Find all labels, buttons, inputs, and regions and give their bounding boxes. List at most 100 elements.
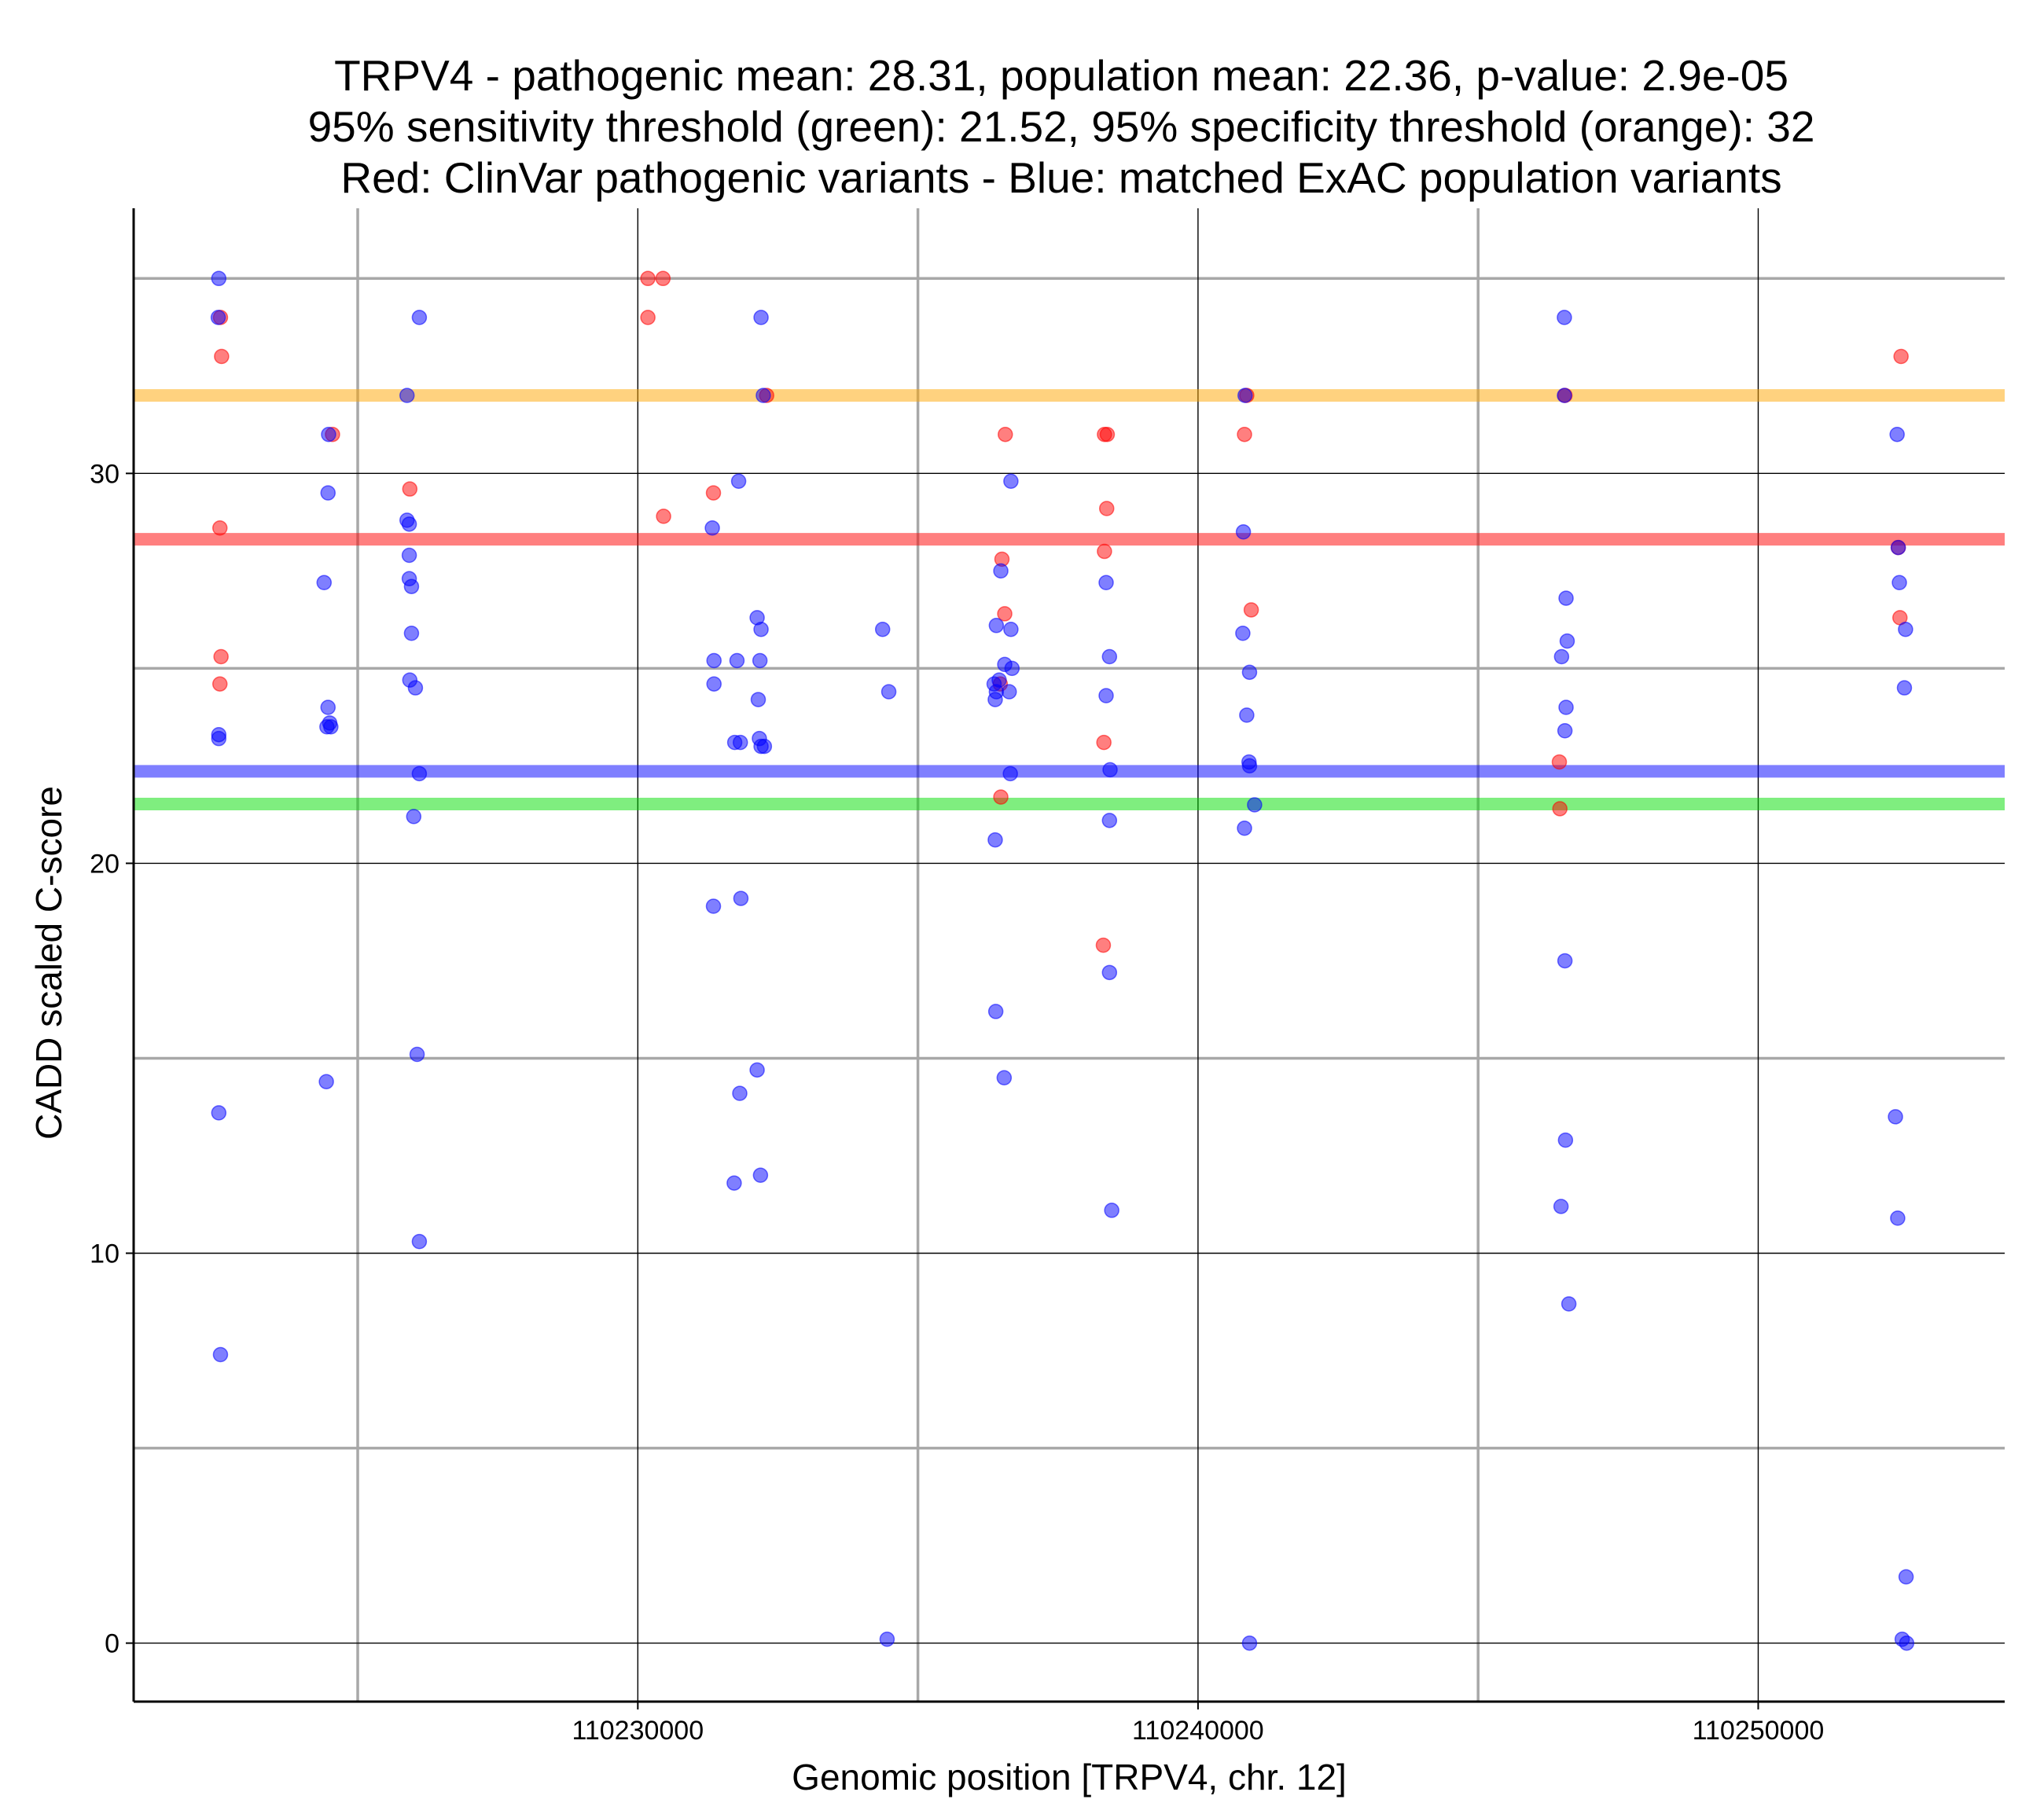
population-point xyxy=(1241,664,1258,681)
population-point xyxy=(1559,633,1575,649)
population-point xyxy=(1241,1635,1258,1651)
population-point xyxy=(1004,660,1020,677)
population-point xyxy=(755,387,771,403)
chart-title-line-3: Red: ClinVar pathogenic variants - Blue:… xyxy=(340,153,1781,202)
x-axis-title: Genomic position [TRPV4, chr. 12] xyxy=(792,1757,1347,1797)
population-point xyxy=(1899,1635,1915,1651)
population-point xyxy=(987,832,1003,848)
pathogenic-point xyxy=(655,270,671,287)
population-point xyxy=(749,1062,765,1078)
pathogenic-point xyxy=(1096,734,1112,751)
population-point xyxy=(1898,622,1913,637)
x-tick-label: 110250000 xyxy=(1693,1716,1825,1746)
population-point xyxy=(211,270,227,287)
population-point xyxy=(1557,1132,1574,1148)
population-point xyxy=(411,310,428,325)
population-point xyxy=(407,680,424,696)
population-point xyxy=(705,898,722,914)
pathogenic-point xyxy=(993,789,1009,805)
population-point xyxy=(874,622,891,637)
population-point xyxy=(403,578,420,594)
population-point xyxy=(704,520,720,536)
population-point xyxy=(1898,1569,1914,1585)
population-point xyxy=(1002,684,1017,700)
population-point xyxy=(399,387,415,403)
population-point xyxy=(993,563,1009,579)
y-tick-label: 20 xyxy=(90,849,119,879)
y-axis-title: CADD scaled C-score xyxy=(28,786,69,1140)
population-point xyxy=(1557,953,1573,969)
pathogenic-point xyxy=(998,426,1013,442)
population-point xyxy=(409,1046,425,1063)
population-point xyxy=(1002,766,1018,782)
population-point xyxy=(1561,1296,1577,1312)
population-point xyxy=(706,652,722,669)
population-point xyxy=(750,692,766,707)
pathogenic-point xyxy=(211,520,228,536)
population-point xyxy=(1102,762,1118,778)
population-point xyxy=(729,652,745,669)
population-point xyxy=(726,1175,742,1191)
population-point xyxy=(320,700,336,715)
pathogenic-point xyxy=(1552,801,1568,817)
population-point xyxy=(1101,964,1118,981)
population-point xyxy=(1558,590,1574,606)
pathogenic-point xyxy=(214,348,230,365)
pathogenic-point xyxy=(1237,426,1252,442)
y-tick-label: 10 xyxy=(90,1239,119,1269)
population-point xyxy=(1003,473,1019,490)
x-tick-label: 110240000 xyxy=(1132,1716,1264,1746)
pathogenic-point xyxy=(213,648,229,665)
population-point xyxy=(411,766,428,782)
pathogenic-point xyxy=(1243,602,1259,618)
axes xyxy=(126,208,2005,1709)
major-gridlines xyxy=(134,208,2005,1702)
population-point xyxy=(733,890,749,906)
population-point xyxy=(316,575,333,590)
x-tick-label: 110230000 xyxy=(572,1716,704,1746)
population-point xyxy=(987,692,1003,707)
population-point xyxy=(1553,1199,1569,1214)
population-point xyxy=(1888,1109,1903,1125)
population-point xyxy=(706,676,722,692)
population-point xyxy=(321,426,336,442)
population-point xyxy=(753,622,769,637)
y-tick-label: 0 xyxy=(105,1629,119,1659)
population-point xyxy=(732,1085,748,1101)
population-point xyxy=(1553,648,1570,665)
pathogenic-point xyxy=(211,676,228,692)
population-point xyxy=(318,1074,334,1089)
population-point xyxy=(1239,707,1255,723)
population-point xyxy=(322,715,338,731)
population-point xyxy=(1557,387,1572,403)
population-point xyxy=(880,684,897,700)
tick-labels: 0 10 20 30 110230000 110240000 110250000 xyxy=(90,459,1824,1746)
population-point xyxy=(1557,723,1573,739)
population-point xyxy=(401,547,417,564)
minor-gridlines xyxy=(134,208,2005,1702)
population-point xyxy=(1098,688,1114,703)
population-point xyxy=(996,1070,1013,1086)
pathogenic-point xyxy=(1098,501,1115,516)
population-point xyxy=(1098,575,1114,590)
pathogenic-point xyxy=(705,485,722,501)
population-point xyxy=(1558,700,1574,715)
reference-lines xyxy=(134,389,2005,811)
population-point xyxy=(320,485,336,501)
population-point xyxy=(1890,539,1906,556)
pathogenic-point xyxy=(656,509,671,524)
population-point xyxy=(1235,625,1251,641)
population-point xyxy=(1557,310,1572,325)
population-point xyxy=(212,1346,229,1363)
population-point xyxy=(730,473,747,490)
population-point xyxy=(406,809,422,824)
population-point xyxy=(732,734,748,751)
population-point xyxy=(1889,426,1905,442)
pathogenic-point xyxy=(997,606,1013,622)
population-point xyxy=(1237,821,1252,836)
population-point xyxy=(988,618,1005,633)
population-point xyxy=(752,1167,769,1184)
pathogenic-point xyxy=(1095,937,1112,953)
